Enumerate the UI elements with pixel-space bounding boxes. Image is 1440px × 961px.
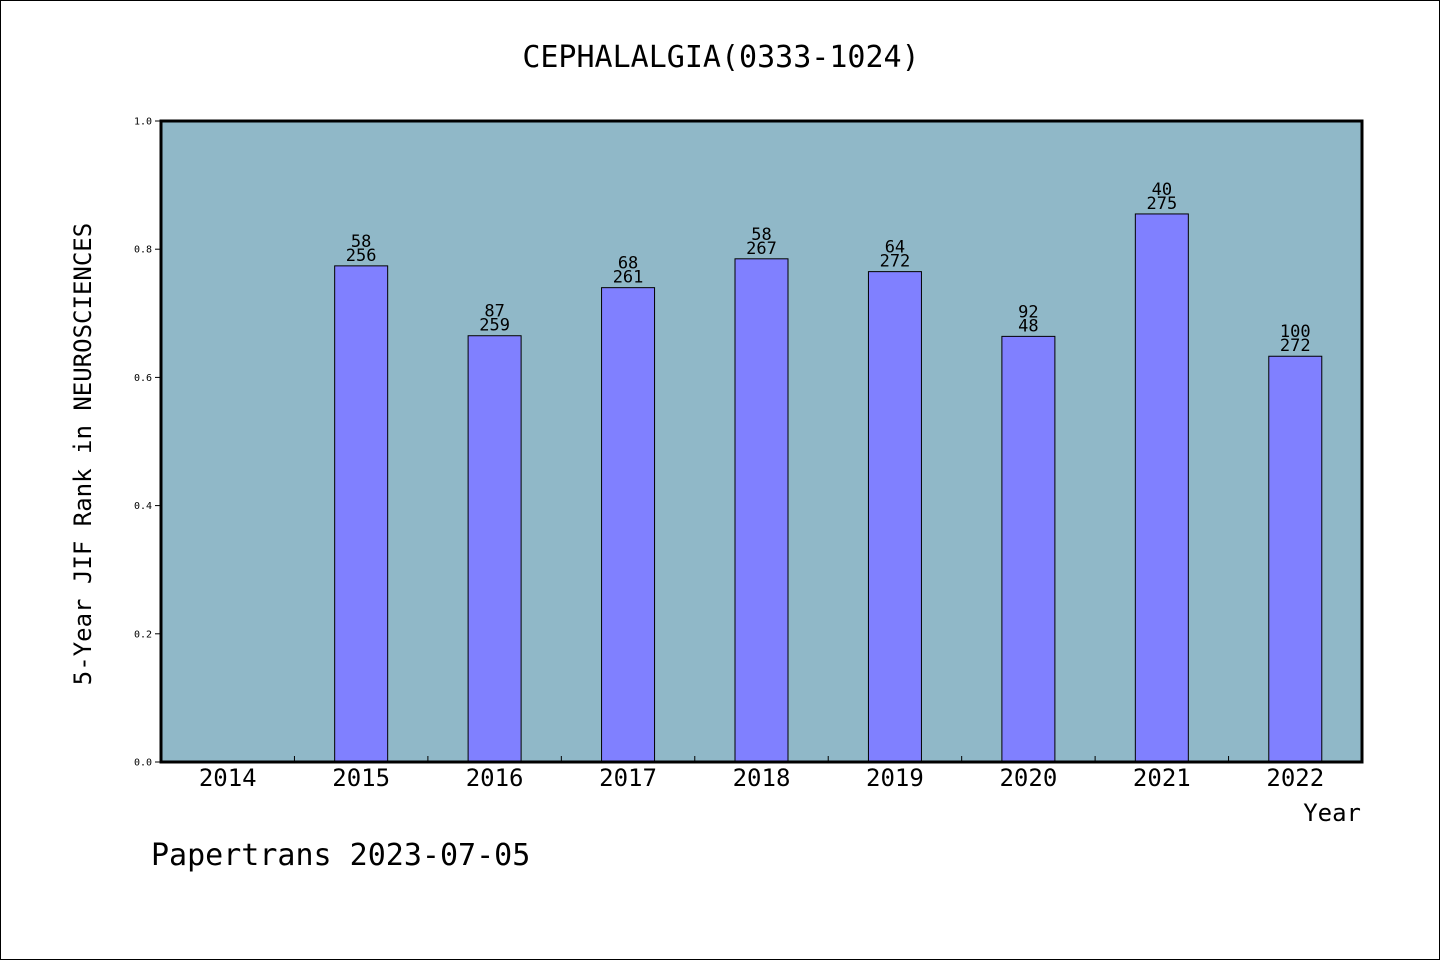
bar-label-rank-2016: 87	[484, 302, 504, 322]
x-tick-label-2015: 2015	[332, 764, 390, 792]
x-tick-label-2016: 2016	[466, 764, 524, 792]
bar-label-total-2021: 275	[1146, 194, 1177, 214]
y-tick-label: 0.6	[134, 373, 152, 384]
bar-label-total-2016: 259	[479, 316, 510, 336]
bar-2015	[334, 265, 389, 763]
x-tick-label-2022: 2022	[1266, 764, 1324, 792]
bar-label-total-2020: 48	[1018, 316, 1038, 336]
x-tick-label-2020: 2020	[999, 764, 1057, 792]
bar-label-total-2022: 272	[1280, 336, 1311, 356]
x-axis-label: Year	[1303, 799, 1361, 827]
y-axis-ticks: 0.0 0.2 0.4 0.6 0.8 1.0	[134, 117, 161, 769]
bar-label-total-2018: 267	[746, 239, 777, 259]
bar-label-total-2015: 256	[346, 246, 377, 266]
bar-2016	[467, 335, 522, 763]
x-tick-label-2018: 2018	[733, 764, 791, 792]
y-tick-label: 0.0	[134, 758, 152, 769]
bar-label-rank-2015: 58	[351, 232, 371, 252]
plot-border	[159, 119, 1364, 764]
footer-credit: Papertrans 2023-07-05	[151, 838, 530, 873]
bar-2019	[867, 271, 922, 763]
bar-label-total-2017: 261	[613, 268, 644, 288]
bar-label-rank-2018: 58	[751, 225, 771, 245]
bar-label-rank-2021: 40	[1152, 180, 1172, 200]
y-tick-label: 0.2	[134, 629, 152, 640]
bar-label-rank-2017: 68	[618, 254, 638, 274]
bar-label-rank-2022: 100	[1280, 322, 1311, 342]
y-tick-label: 0.8	[134, 245, 152, 256]
bar-2020	[1001, 335, 1056, 763]
bar-label-rank-2019: 64	[885, 238, 905, 258]
bar-2017	[601, 287, 656, 763]
chart-title: CEPHALALGIA(0333-1024)	[522, 40, 919, 75]
y-axis-label: 5-Year JIF Rank in NEUROSCIENCES	[69, 223, 97, 685]
y-tick-label: 0.4	[134, 501, 152, 512]
x-tick-label-2014: 2014	[199, 764, 257, 792]
x-tick-label-2017: 2017	[599, 764, 657, 792]
x-tick-label-2019: 2019	[866, 764, 924, 792]
bar-label-total-2019: 272	[880, 252, 911, 272]
x-tick-label-2021: 2021	[1133, 764, 1191, 792]
bar-2018	[734, 258, 789, 763]
bar-2021	[1134, 213, 1189, 763]
x-axis-ticks: 2014 2015 2016 2017 2018 2019 2020 2021 2022	[199, 756, 1324, 792]
y-tick-label: 1.0	[134, 117, 152, 128]
bar-2022	[1268, 355, 1323, 763]
bar-label-rank-2020: 92	[1018, 302, 1038, 322]
